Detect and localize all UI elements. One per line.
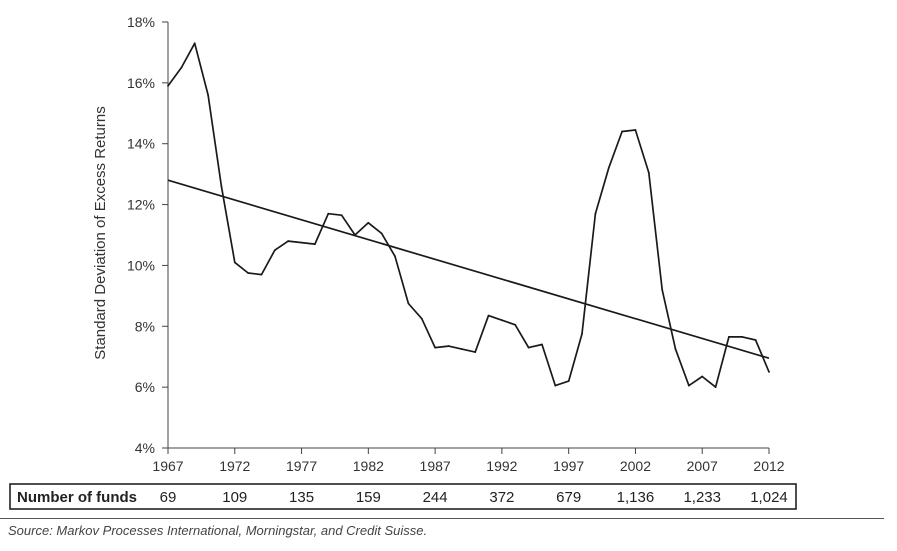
x-tick-label: 1997	[553, 458, 584, 474]
data-point	[420, 317, 423, 320]
source-note: Source: Markov Processes International, …	[8, 523, 428, 538]
data-point	[327, 212, 330, 215]
data-point	[460, 348, 463, 351]
data-point	[607, 167, 610, 169]
trendline-group	[167, 179, 770, 360]
data-point	[567, 380, 570, 382]
trendline	[167, 179, 770, 360]
data-point	[647, 171, 650, 174]
y-axis: 4% 6% 8% 10% 12% 14% 16% 18%	[127, 14, 169, 456]
data-point	[728, 336, 730, 338]
data-point	[314, 243, 316, 246]
data-point	[554, 384, 557, 387]
data-point	[260, 273, 263, 276]
x-ticks: 1967 1972 1977 1982 1987 1992 1997 2002 2007 2012	[152, 448, 785, 474]
chart: 4%6%8%10%12%14%16%18% 1967 1972 1977 1982 19…	[9, 14, 797, 510]
data-point	[367, 221, 370, 224]
data-point	[434, 346, 437, 349]
data-point	[287, 240, 290, 242]
x-tick-label: 1977	[286, 458, 317, 474]
funds-table-cell: 244	[423, 489, 448, 506]
data-point	[474, 351, 477, 354]
x-tick-label: 1982	[353, 458, 384, 474]
funds-table-label: Number of funds	[17, 489, 137, 506]
data-point	[687, 384, 690, 387]
data-point	[594, 212, 597, 215]
data-point	[233, 261, 236, 264]
series-group	[167, 42, 770, 389]
data-point	[661, 288, 664, 291]
data-point	[701, 375, 704, 378]
data-point	[500, 319, 503, 322]
data-point	[300, 241, 303, 244]
funds-table-cell: 1,233	[683, 489, 721, 506]
funds-table-cell: 159	[356, 489, 381, 506]
x-tick-label: 2012	[753, 458, 784, 474]
data-point	[207, 94, 209, 96]
x-tick-label: 1992	[486, 458, 517, 474]
y-tick-label: 14%	[127, 136, 155, 152]
data-point	[541, 343, 543, 346]
data-point	[180, 66, 183, 69]
series-line	[167, 42, 770, 388]
funds-table-cell: 69	[160, 489, 177, 506]
data-point	[768, 371, 770, 373]
y-tick-label: 4%	[135, 440, 155, 456]
x-tick-label: 1967	[152, 458, 183, 474]
funds-table-cell: 679	[556, 489, 581, 506]
data-point	[741, 336, 744, 338]
y-tick-label: 18%	[127, 14, 155, 30]
x-tick-label: 2007	[687, 458, 718, 474]
data-point	[514, 323, 517, 326]
x-tick-label: 1972	[219, 458, 250, 474]
funds-table-cell: 135	[289, 489, 314, 506]
funds-table-cell: 372	[489, 489, 514, 506]
data-point	[407, 302, 410, 305]
y-tick-label: 16%	[127, 75, 155, 91]
funds-table-cell: 1,136	[617, 489, 655, 506]
data-point	[634, 129, 637, 131]
data-point	[527, 346, 530, 349]
funds-table-cell: 109	[222, 489, 247, 506]
data-point	[193, 42, 196, 45]
data-point	[581, 332, 583, 335]
data-point	[754, 339, 757, 341]
funds-table: Number of funds 69 109 135 159 244 372 679 1,13…	[9, 483, 797, 510]
data-point	[220, 185, 223, 188]
data-point	[340, 214, 343, 217]
x-axis: 1967 1972 1977 1982 1987 1992 1997 2002 2007 2012	[152, 447, 785, 474]
x-tick-label: 1987	[420, 458, 451, 474]
data-point	[714, 386, 717, 389]
data-point	[394, 255, 396, 258]
data-point	[447, 345, 450, 347]
y-axis-label: Standard Deviation of Excess Returns	[92, 106, 109, 359]
data-point	[674, 348, 677, 351]
x-tick-label: 2002	[620, 458, 651, 474]
data-point	[380, 232, 383, 235]
data-point	[247, 272, 250, 274]
y-tick-label: 12%	[127, 197, 155, 213]
y-tick-label: 10%	[127, 257, 155, 273]
funds-table-values: 69 109 135 159 244 372 679 1,136 1,233 1,024	[160, 489, 788, 506]
y-tick-label: 8%	[135, 318, 155, 334]
funds-table-cell: 1,024	[750, 489, 788, 506]
data-point	[487, 314, 490, 317]
y-ticks: 4% 6% 8% 10% 12% 14% 16% 18%	[127, 14, 168, 456]
data-point	[621, 130, 623, 133]
data-point	[273, 249, 276, 252]
funds-table-box	[9, 483, 797, 510]
source-divider	[0, 518, 884, 519]
data-point	[167, 85, 169, 87]
y-tick-label: 6%	[135, 379, 155, 395]
